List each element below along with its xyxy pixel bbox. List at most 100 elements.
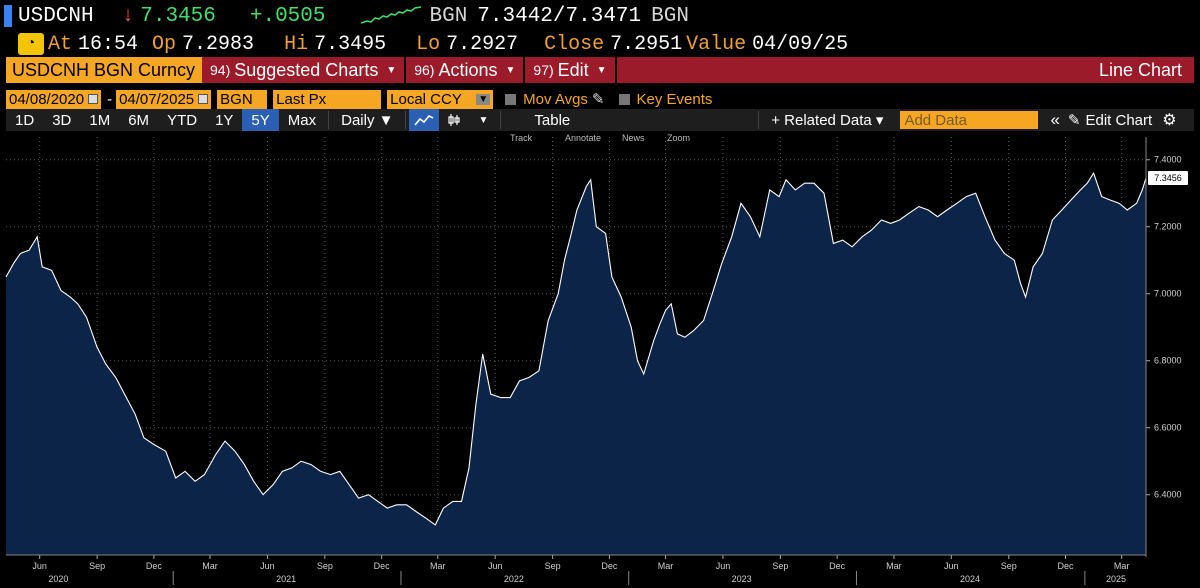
actions-menu[interactable]: 96) Actions ▼	[406, 57, 526, 83]
x-tick-label: Jun	[260, 561, 275, 571]
y-tick-label: 6.6000	[1154, 423, 1182, 433]
close-value: 7.2951	[610, 32, 683, 56]
start-date-input[interactable]: 04/08/2020	[6, 89, 102, 109]
annotate-tool[interactable]: Annotate	[565, 133, 601, 143]
edit-chart-label: Edit Chart	[1085, 111, 1153, 129]
net-change: +.0505	[249, 4, 326, 28]
chart-tools: Track Annotate News Zoom	[510, 133, 690, 143]
quote-details: ◔ At 16:54 Op 7.2983 Hi 7.3495 Lo 7.2927…	[0, 31, 1200, 57]
start-date-value: 04/08/2020	[9, 90, 85, 108]
year-label: 2023	[732, 574, 752, 584]
x-tick-label: Mar	[886, 561, 902, 571]
caret-down-icon: ▼	[505, 64, 516, 76]
edit-chart-button[interactable]: ✎ Edit Chart	[1064, 109, 1156, 131]
edit-number: 97)	[533, 62, 554, 78]
x-axis: Jun Sep Dec Mar Jun Sep Dec Mar Jun Sep Dec Mar Jun S…	[6, 554, 1146, 585]
key-events-label: Key Events	[636, 90, 713, 108]
range-ytd[interactable]: YTD	[167, 111, 198, 129]
open-label: Op	[152, 32, 177, 56]
down-arrow-icon: ↓	[121, 4, 135, 28]
year-label: 2020	[48, 574, 68, 584]
date-separator: -	[107, 90, 113, 108]
at-label: At	[48, 32, 73, 56]
key-events-checkbox[interactable]	[618, 93, 630, 105]
x-tick-label: Sep	[317, 561, 333, 571]
gear-icon[interactable]: ⚙	[1162, 112, 1177, 129]
range-max[interactable]: Max	[287, 111, 317, 129]
end-date-input[interactable]: 04/07/2025	[116, 89, 212, 109]
source-input[interactable]: BGN	[217, 89, 268, 109]
x-tick-label: Jun	[716, 561, 731, 571]
x-tick-label: Mar	[1114, 561, 1130, 571]
y-tick-label: 6.8000	[1154, 356, 1182, 366]
ask-source: BGN	[651, 4, 689, 28]
last-value-box	[1148, 170, 1188, 185]
last-price: 7.3456	[140, 4, 216, 28]
dropdown-caret-icon: ▼	[476, 93, 491, 105]
close-label: Close	[544, 32, 605, 56]
divider	[758, 111, 760, 129]
open-value: 7.2983	[182, 32, 255, 56]
divider	[405, 111, 407, 129]
bid-ask: 7.3442/7.3471	[477, 4, 642, 28]
high-label: Hi	[284, 32, 309, 56]
y-tick-label: 7.0000	[1154, 289, 1182, 299]
year-label: 2021	[276, 574, 296, 584]
x-tick-label: Mar	[430, 561, 446, 571]
quote-header: USDCNH ↓ 7.3456 +.0505 BGN 7.3442/7.3471…	[0, 2, 1200, 30]
price-line	[5, 171, 1147, 526]
chart-style-dropdown[interactable]: ▼	[478, 114, 489, 126]
news-tool[interactable]: News	[622, 133, 645, 143]
year-label: 2025	[1106, 574, 1126, 584]
suggested-charts-menu[interactable]: 94) Suggested Charts ▼	[202, 57, 407, 83]
low-value: 7.2927	[446, 32, 519, 56]
range-1y[interactable]: 1Y	[215, 111, 234, 129]
chart-toolbar: 1D 3D 1M 6M YTD 1Y 5Y Max Daily ▼ ▼ Tabl…	[6, 109, 1194, 131]
x-tick-label: Dec	[829, 561, 846, 571]
range-1d[interactable]: 1D	[15, 111, 35, 129]
actions-number: 96)	[414, 62, 435, 78]
high-value: 7.3495	[314, 32, 387, 56]
divider	[500, 111, 502, 129]
chart-type-title: Line Chart	[1098, 59, 1182, 80]
x-tick-label: Dec	[146, 561, 163, 571]
calendar-icon[interactable]	[88, 94, 99, 104]
x-tick-label: Jun	[488, 561, 503, 571]
collapse-button[interactable]: «	[1050, 110, 1060, 129]
table-button[interactable]: Table	[534, 111, 571, 129]
currency-select[interactable]: Local CCY ▼	[387, 89, 494, 109]
price-chart[interactable]: Track Annotate News Zoom 6.4000 6.6000 6.8…	[0, 131, 1200, 588]
candlestick-icon[interactable]	[439, 109, 469, 131]
calendar-icon[interactable]	[198, 94, 209, 104]
bid-source: BGN	[429, 4, 468, 28]
suggested-charts-number: 94)	[210, 62, 231, 78]
pencil-icon[interactable]: ✎	[591, 91, 605, 108]
year-label: 2024	[960, 574, 980, 584]
add-data-input[interactable]: Add Data	[900, 111, 1039, 129]
related-data-button[interactable]: + Related Data ▾	[771, 112, 884, 129]
ticker[interactable]: USDCNH	[18, 4, 94, 28]
field-input[interactable]: Last Px	[273, 89, 382, 109]
range-3d[interactable]: 3D	[52, 111, 72, 129]
track-tool[interactable]: Track	[510, 133, 533, 143]
x-tick-label: Jun	[32, 561, 47, 571]
price-area	[6, 173, 1146, 555]
x-tick-label: Sep	[1001, 561, 1017, 571]
range-1m[interactable]: 1M	[89, 111, 111, 129]
frequency-select[interactable]: Daily ▼	[341, 111, 394, 129]
range-6m[interactable]: 6M	[128, 111, 150, 129]
divider	[328, 111, 330, 129]
edit-label: Edit	[557, 59, 589, 80]
currency-value: Local CCY	[390, 90, 462, 108]
caret-down-icon: ▼	[596, 64, 607, 76]
value-date: 04/09/25	[752, 32, 849, 56]
edit-menu[interactable]: 97) Edit ▼	[525, 57, 617, 83]
security-field[interactable]: USDCNH BGN Curncy	[6, 57, 202, 83]
mov-avgs-label: Mov Avgs	[523, 90, 588, 108]
menu-bar: USDCNH BGN Curncy 94) Suggested Charts ▼…	[6, 57, 1194, 83]
sparkline-icon	[361, 6, 422, 24]
range-5y[interactable]: 5Y	[242, 109, 279, 131]
mov-avgs-checkbox[interactable]	[505, 93, 517, 105]
line-chart-icon[interactable]	[409, 109, 440, 131]
zoom-tool[interactable]: Zoom	[667, 133, 690, 143]
